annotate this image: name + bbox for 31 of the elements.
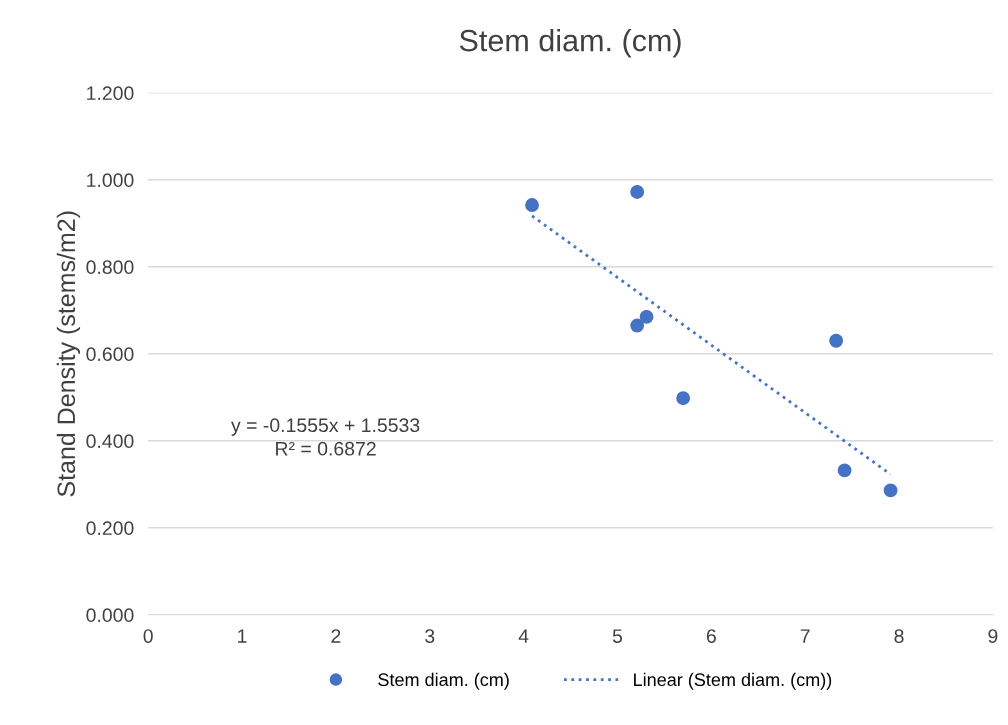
- point: [525, 198, 539, 212]
- x-tick-label: 6: [706, 629, 716, 643]
- legend-label: Linear (Stem diam. (cm)): [634, 672, 832, 690]
- x-tick-label: 5: [612, 629, 623, 643]
- chart-title: Stem diam. (cm): [459, 28, 681, 58]
- y-tick-label: 0.200: [86, 521, 134, 536]
- annotation: y = -0.1555x + 1.5533: [231, 418, 420, 436]
- point: [837, 463, 852, 478]
- y-tick-label: 0.000: [86, 608, 134, 623]
- y-tick-label: 0.800: [86, 260, 134, 275]
- x-tick-label: 9: [988, 629, 998, 643]
- x-tick-label: 4: [518, 629, 529, 643]
- y-tick-label: 0.400: [86, 434, 134, 449]
- y-tick-label: 1.000: [87, 173, 134, 188]
- x-tick-label: 2: [331, 629, 341, 643]
- y-tick-label: 0.600: [86, 347, 134, 362]
- legend-label: Stem diam. (cm): [378, 672, 509, 690]
- point: [630, 185, 645, 199]
- x-tick-label: 0: [143, 629, 153, 643]
- point: [883, 483, 898, 498]
- point: [639, 309, 654, 324]
- point: [676, 391, 691, 406]
- y-axis-title: Stand Density (stems/m2): [56, 211, 81, 497]
- x-tick-label: 1: [238, 629, 247, 643]
- point: [630, 318, 645, 333]
- x-tick-label: 8: [894, 629, 904, 643]
- annotation: R² = 0.6872: [276, 441, 376, 456]
- x-tick-label: 7: [800, 629, 810, 643]
- x-tick-label: 3: [425, 629, 435, 643]
- y-tick-label: 1.200: [87, 86, 134, 101]
- point: [829, 333, 844, 348]
